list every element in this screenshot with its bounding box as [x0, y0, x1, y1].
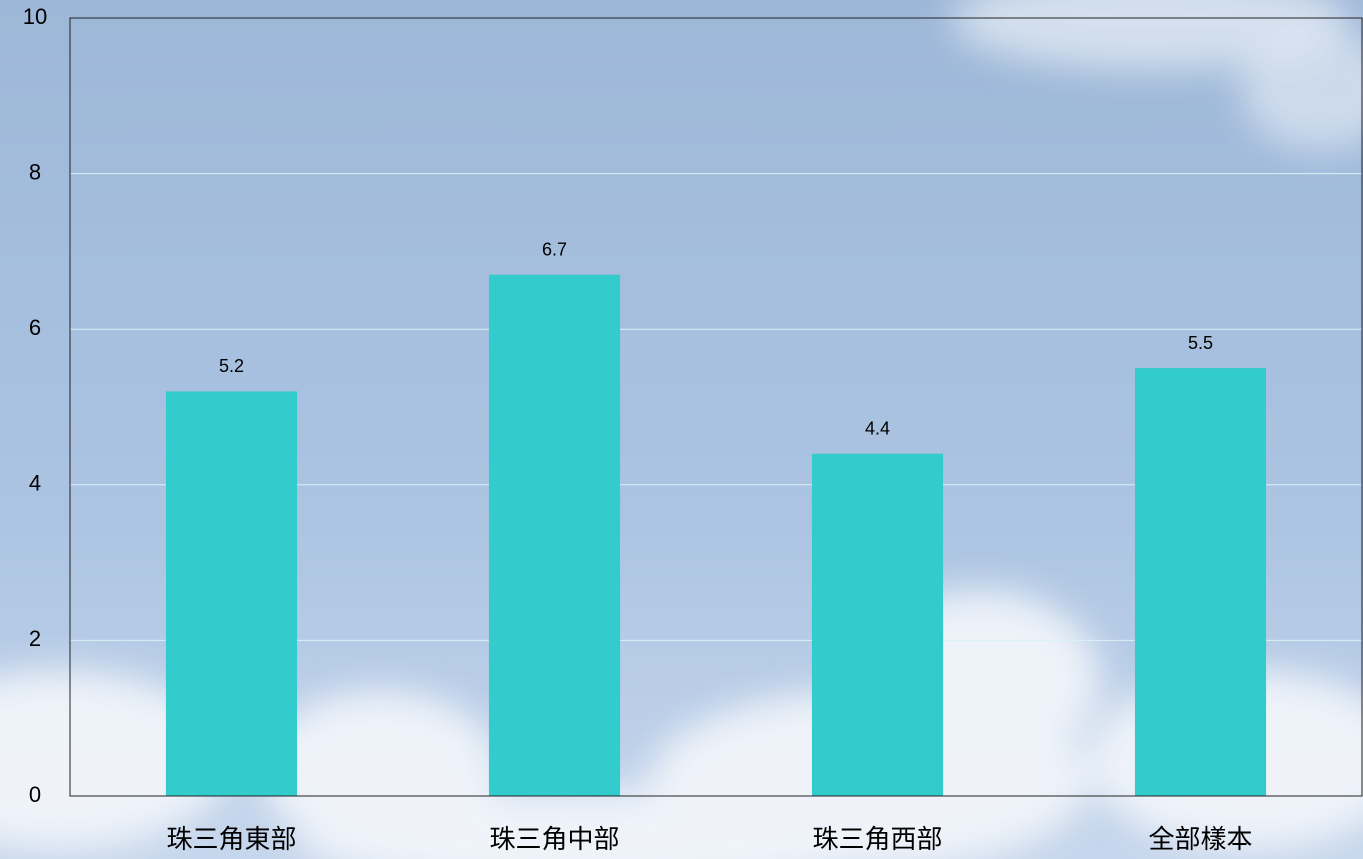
value-label: 5.2 — [219, 356, 244, 376]
bar — [488, 274, 621, 796]
value-label: 6.7 — [542, 239, 567, 259]
bar — [811, 453, 944, 796]
y-tick-label: 2 — [29, 626, 41, 651]
value-label: 5.5 — [1188, 333, 1213, 353]
y-tick-label: 6 — [29, 315, 41, 340]
y-tick-label: 10 — [23, 4, 47, 29]
y-tick-label: 8 — [29, 159, 41, 184]
x-tick-label: 珠三角中部 — [489, 824, 619, 854]
x-tick-label: 珠三角東部 — [166, 824, 296, 854]
bar — [165, 391, 298, 796]
plot-border — [69, 17, 1363, 797]
value-label: 4.4 — [865, 418, 890, 438]
y-tick-label: 4 — [29, 471, 41, 496]
y-tick-label: 0 — [29, 782, 41, 807]
x-tick-label: 全部樣本 — [1148, 824, 1252, 854]
bar — [1134, 368, 1267, 796]
x-tick-label: 珠三角西部 — [812, 824, 942, 854]
